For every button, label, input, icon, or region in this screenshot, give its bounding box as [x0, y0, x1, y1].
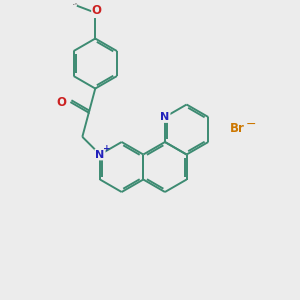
Text: O: O [57, 96, 67, 109]
Text: methoxy: methoxy [73, 3, 80, 4]
Text: Br: Br [230, 122, 244, 134]
Text: N: N [95, 149, 105, 160]
Text: OCH₃: OCH₃ [75, 3, 79, 4]
Text: N: N [160, 112, 170, 122]
Text: O: O [92, 4, 102, 17]
Text: −: − [246, 118, 256, 131]
Text: +: + [103, 143, 110, 152]
